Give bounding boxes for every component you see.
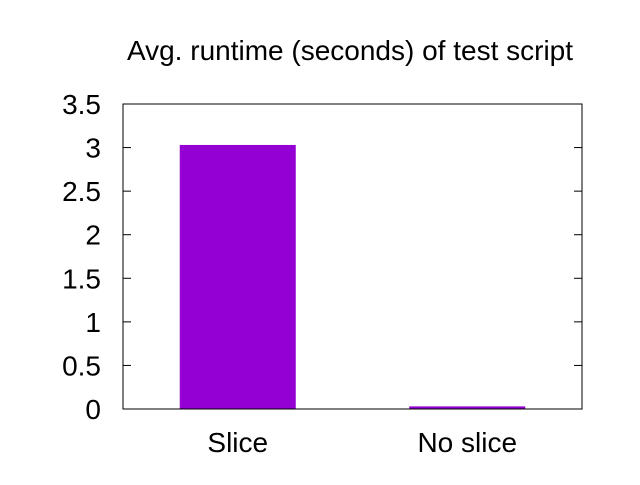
y-tick-label: 1	[85, 307, 101, 338]
y-tick-label: 1.5	[62, 263, 101, 294]
plot-frame	[122, 103, 583, 410]
x-axis: Slice No slice	[207, 427, 517, 458]
bars-group	[179, 144, 526, 409]
y-tick-label: 2	[85, 220, 101, 251]
bar-slice	[179, 144, 296, 409]
x-tick-label: No slice	[417, 427, 517, 458]
y-tick-label: 3	[85, 133, 101, 164]
y-tick-label: 2.5	[62, 176, 101, 207]
y-tick-label: 3.5	[62, 89, 101, 120]
x-tick-label: Slice	[207, 427, 268, 458]
chart-title: Avg. runtime (seconds) of test script	[127, 35, 573, 66]
y-axis: 0 0.5 1 1.5 2 2.5 3 3.5	[62, 89, 582, 425]
bar-no-slice	[409, 406, 526, 409]
y-tick-label: 0.5	[62, 350, 101, 381]
y-tick-label: 0	[85, 394, 101, 425]
